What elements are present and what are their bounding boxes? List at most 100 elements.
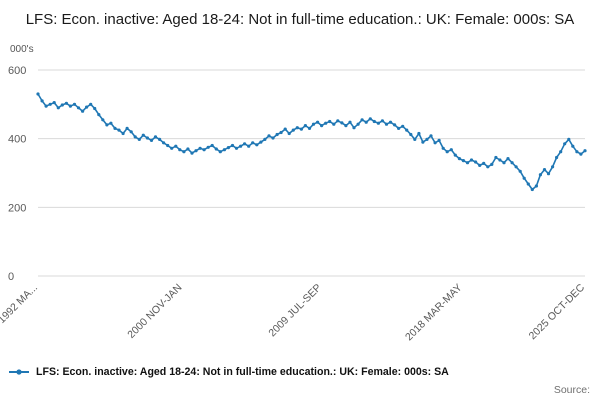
data-point [360, 118, 364, 122]
data-point [194, 149, 198, 153]
y-tick-label-0: 0 [8, 271, 14, 283]
data-point [368, 117, 372, 121]
data-point [287, 131, 291, 136]
data-point [437, 138, 441, 142]
data-point [149, 138, 154, 142]
data-point [239, 144, 243, 148]
data-point [198, 146, 202, 150]
data-point [388, 120, 393, 124]
data-point [502, 161, 506, 165]
data-point [178, 148, 182, 152]
data-point [271, 136, 275, 140]
data-point [247, 144, 251, 148]
data-point [303, 124, 307, 128]
data-point [291, 128, 295, 132]
x-tick-label-1: 2000 NOV-JAN [125, 282, 184, 341]
data-point [153, 135, 158, 139]
y-tick-label-400: 400 [8, 134, 26, 146]
data-point [376, 121, 380, 125]
data-point [486, 165, 490, 169]
data-point [465, 161, 470, 165]
data-point [393, 123, 397, 127]
data-point [48, 102, 52, 106]
data-point [510, 161, 514, 165]
data-point [60, 103, 64, 107]
data-point [397, 126, 401, 130]
data-point [141, 133, 145, 137]
chart-title: LFS: Econ. inactive: Aged 18-24: Not in … [25, 11, 575, 28]
data-point [275, 132, 279, 137]
data-point [332, 122, 336, 126]
data-point [457, 157, 461, 161]
data-point [226, 146, 230, 150]
data-point [579, 152, 583, 156]
data-point [522, 176, 526, 180]
data-point [380, 119, 384, 123]
y-tick-label-200: 200 [8, 202, 26, 214]
data-point [255, 143, 259, 147]
data-point [279, 130, 283, 135]
data-point [81, 109, 85, 113]
source-label: Source: [553, 384, 590, 396]
data-point [44, 104, 48, 108]
data-point [530, 187, 534, 192]
data-point [356, 122, 360, 126]
data-point [182, 150, 186, 154]
data-point [133, 135, 137, 139]
data-point [129, 130, 133, 134]
data-point [202, 148, 206, 152]
data-point [571, 144, 575, 148]
data-point [348, 120, 352, 124]
data-point [251, 141, 255, 145]
data-point [526, 182, 530, 186]
data-point [494, 155, 498, 160]
data-point [295, 126, 299, 130]
data-point [190, 151, 194, 155]
data-point [555, 155, 559, 160]
data-point [283, 127, 287, 131]
data-point [453, 153, 457, 157]
data-point [469, 158, 474, 162]
x-tick-label-2: 2009 JUL-SEP [266, 282, 324, 340]
data-point [162, 141, 166, 145]
y-axis-unit-label: 000's [10, 44, 34, 55]
data-point [320, 124, 324, 128]
data-point [170, 146, 174, 150]
data-point [125, 126, 129, 130]
data-point [405, 128, 409, 132]
data-point [299, 127, 303, 131]
data-point [85, 105, 89, 109]
data-point [97, 113, 101, 117]
data-point [109, 121, 113, 125]
data-point [352, 126, 356, 130]
data-point [93, 106, 97, 111]
data-point [206, 145, 210, 149]
data-point [137, 137, 141, 141]
legend-label: LFS: Econ. inactive: Aged 18-24: Not in … [36, 366, 449, 378]
data-point [401, 124, 405, 128]
data-point [267, 134, 271, 138]
data-point [421, 140, 425, 144]
data-point [105, 123, 109, 127]
data-point [445, 150, 449, 154]
data-point [243, 142, 247, 146]
data-point [121, 131, 125, 136]
data-point [64, 101, 68, 105]
data-point [546, 172, 551, 176]
data-line [37, 93, 586, 191]
legend: LFS: Econ. inactive: Aged 18-24: Not in … [8, 366, 449, 378]
data-point [186, 147, 190, 151]
y-tick-label-600: 600 [8, 65, 26, 77]
data-point [364, 120, 368, 124]
data-point [336, 119, 340, 123]
data-point [307, 126, 312, 130]
data-point [68, 104, 72, 108]
data-point [324, 121, 328, 125]
data-point [518, 169, 522, 173]
data-point [482, 161, 486, 165]
data-point [413, 137, 417, 141]
data-point [425, 137, 429, 141]
data-point [210, 143, 214, 148]
data-point [583, 149, 587, 153]
data-point [514, 165, 518, 169]
